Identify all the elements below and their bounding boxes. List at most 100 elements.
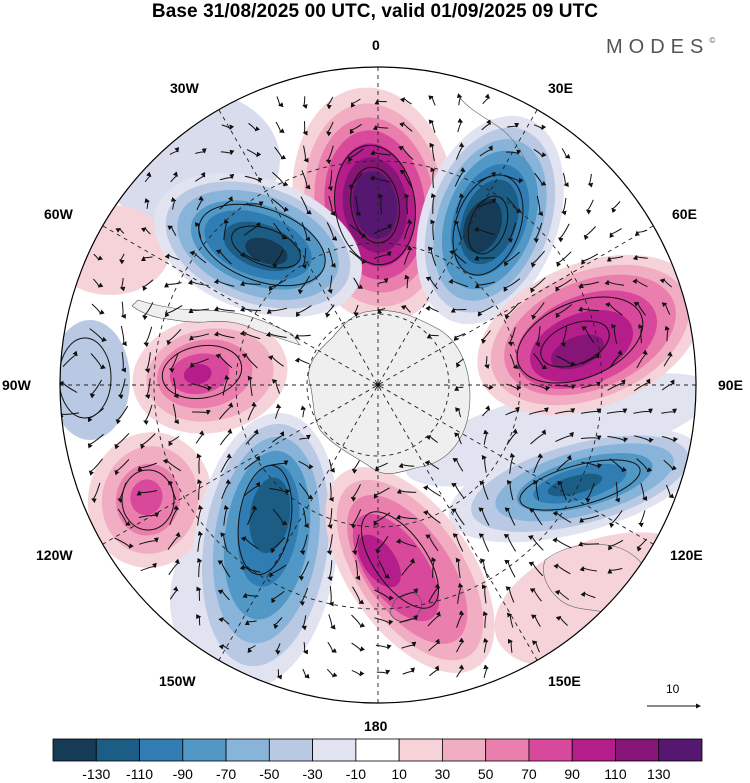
wind-arrow bbox=[90, 353, 106, 370]
wind-arrow bbox=[196, 195, 204, 211]
wind-arrow bbox=[483, 429, 489, 445]
wind-arrow bbox=[403, 245, 413, 265]
colorbar-swatch bbox=[441, 738, 487, 762]
wind-arrow bbox=[402, 667, 416, 675]
wind-arrow bbox=[424, 460, 440, 470]
brand-logo: MODES© bbox=[606, 36, 716, 58]
wind-arrow bbox=[239, 251, 261, 262]
wind-arrow bbox=[507, 327, 516, 347]
wind-arrow bbox=[606, 256, 624, 262]
wind-arrow bbox=[664, 325, 670, 342]
wind-arrow bbox=[556, 355, 576, 367]
wind-arrow bbox=[219, 402, 234, 420]
wind-arrow bbox=[269, 279, 287, 292]
wind-arrow bbox=[661, 408, 677, 414]
south-pole-marker bbox=[376, 383, 380, 387]
wind-arrow bbox=[327, 641, 337, 653]
wind-arrow bbox=[351, 614, 366, 628]
wind-arrow bbox=[633, 302, 646, 316]
wind-arrow bbox=[328, 482, 334, 502]
wind-arrow bbox=[117, 482, 127, 504]
wind-arrow bbox=[484, 356, 490, 370]
colorbar-tick-label: 50 bbox=[477, 766, 494, 782]
colorbar-tick-label: -130 bbox=[82, 766, 111, 782]
wind-arrow bbox=[244, 455, 261, 471]
colorbar-swatch bbox=[268, 738, 314, 762]
wind-arrow bbox=[89, 328, 107, 343]
wind-arrow bbox=[375, 462, 388, 472]
wind-arrow bbox=[220, 149, 235, 156]
wind-arrow bbox=[93, 253, 103, 261]
colorbar-swatch bbox=[52, 738, 97, 762]
wind-arrow bbox=[478, 533, 490, 552]
wind-arrow bbox=[273, 222, 288, 240]
wind-arrow bbox=[450, 508, 465, 526]
wind-arrow bbox=[481, 119, 491, 131]
wind-arrow bbox=[427, 246, 437, 266]
wind-arrow bbox=[661, 302, 671, 315]
wind-arrow bbox=[93, 278, 104, 288]
wind-arrow bbox=[353, 277, 364, 289]
wind-arrow bbox=[425, 276, 438, 290]
wind-arrow bbox=[552, 510, 572, 523]
wind-arrow bbox=[533, 124, 547, 131]
wind-arrow bbox=[196, 586, 202, 601]
lon-label-150e: 150E bbox=[548, 673, 581, 689]
wind-arrow bbox=[474, 255, 496, 261]
wind-arrow bbox=[455, 407, 462, 418]
wind-arrow bbox=[243, 221, 261, 236]
wind-arrow bbox=[395, 538, 417, 548]
wind-arrow bbox=[378, 560, 390, 579]
wind-arrow bbox=[430, 193, 437, 214]
wind-arrow bbox=[608, 539, 624, 551]
wind-arrow bbox=[221, 124, 235, 131]
wind-arrow bbox=[609, 458, 627, 473]
colorbar-swatch bbox=[139, 738, 184, 762]
wind-arrow bbox=[503, 534, 517, 552]
wind-arrow bbox=[528, 561, 544, 577]
wind-arrow bbox=[452, 533, 464, 552]
wind-arrow bbox=[351, 669, 365, 677]
wind-arrow bbox=[349, 123, 362, 135]
wind-arrow bbox=[327, 247, 336, 268]
wind-arrow bbox=[581, 461, 603, 469]
wind-arrow bbox=[240, 280, 261, 287]
wind-arrow bbox=[302, 96, 308, 109]
wind-arrow bbox=[609, 228, 622, 239]
wind-arrow bbox=[454, 167, 466, 187]
wind-arrow bbox=[140, 227, 151, 235]
wind-arrow bbox=[218, 617, 230, 625]
wind-arrow bbox=[192, 409, 211, 415]
colorbar-tick-label: 70 bbox=[521, 766, 537, 782]
wind-arrow bbox=[170, 171, 178, 183]
wind-arrow bbox=[166, 328, 182, 346]
wind-arrow bbox=[168, 558, 180, 576]
wind-arrow bbox=[219, 195, 233, 210]
wind-arrow bbox=[62, 350, 78, 367]
wind-arrow bbox=[213, 331, 235, 339]
wind-arrow bbox=[89, 379, 103, 399]
wind-arrow bbox=[474, 281, 496, 289]
wind-arrow bbox=[585, 199, 594, 215]
wind-arrow bbox=[665, 484, 675, 499]
lon-label-90e: 90E bbox=[718, 377, 743, 393]
wind-arrow bbox=[579, 515, 600, 523]
wind-arrow bbox=[196, 557, 203, 578]
wind-arrow bbox=[327, 170, 333, 191]
lon-label-0: 0 bbox=[372, 37, 380, 53]
wind-arrow bbox=[172, 403, 180, 425]
wind-arrow bbox=[506, 479, 514, 501]
wind-arrow bbox=[197, 504, 204, 526]
wind-arrow bbox=[533, 453, 544, 474]
wind-arrow bbox=[115, 405, 129, 425]
wind-arrow bbox=[481, 454, 487, 473]
wind-arrow bbox=[533, 479, 540, 501]
wind-arrow bbox=[507, 638, 513, 653]
wind-arrow bbox=[611, 323, 618, 345]
colorbar-swatch bbox=[225, 738, 270, 762]
wind-arrow bbox=[244, 175, 263, 183]
wind-arrow bbox=[301, 170, 311, 190]
wind-arrow bbox=[399, 122, 413, 132]
wind-arrow bbox=[373, 487, 390, 499]
wind-arrow bbox=[456, 192, 465, 214]
